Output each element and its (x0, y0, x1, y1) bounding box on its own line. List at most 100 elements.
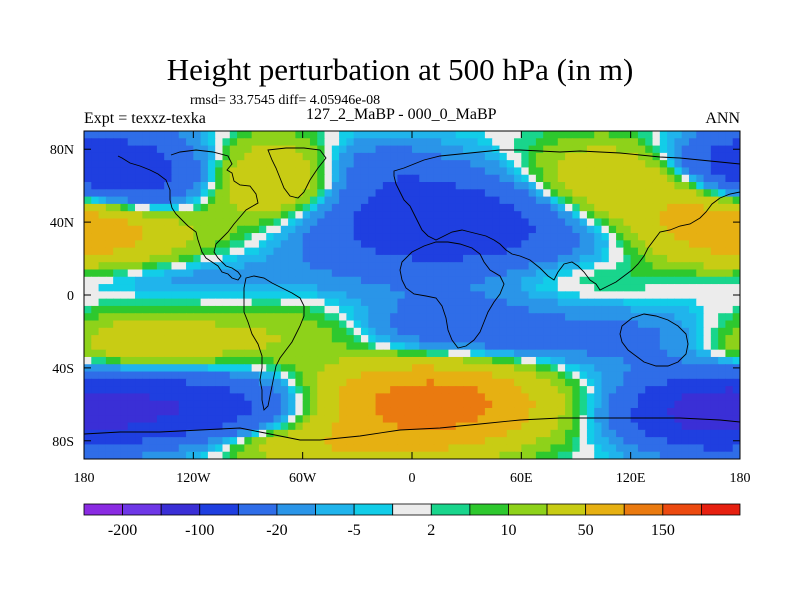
field-cell (251, 400, 260, 409)
field-cell (608, 320, 617, 329)
field-cell (732, 298, 740, 307)
field-cell (419, 262, 428, 271)
field-cell (193, 320, 202, 329)
field-cell (645, 182, 654, 190)
field-cell (280, 145, 289, 154)
field-cell (725, 160, 734, 169)
field-cell (441, 174, 450, 183)
field-cell (601, 247, 610, 256)
field-cell (674, 342, 683, 351)
field-cell (200, 182, 209, 190)
field-cell (149, 145, 158, 154)
field-cell (178, 138, 187, 147)
field-cell (674, 145, 683, 154)
field-cell (645, 305, 654, 314)
field-cell (251, 247, 260, 256)
field-cell (331, 371, 340, 380)
field-cell (222, 276, 231, 285)
field-cell (543, 269, 552, 278)
field-cell (91, 203, 100, 212)
field-cell (433, 320, 442, 329)
field-cell (84, 254, 92, 263)
field-cell (412, 422, 420, 431)
field-cell (710, 174, 719, 183)
field-cell (528, 138, 537, 147)
field-cell (521, 131, 530, 139)
field-cell (142, 342, 151, 351)
field-cell (237, 276, 245, 285)
field-cell (142, 407, 151, 416)
field-cell (404, 269, 413, 278)
field-cell (331, 422, 340, 431)
field-cell (237, 429, 245, 438)
field-cell (630, 152, 639, 161)
field-cell (412, 152, 420, 161)
field-cell (623, 371, 632, 380)
field-cell (105, 313, 114, 322)
field-cell (244, 393, 253, 402)
field-cell (674, 429, 683, 438)
field-cell (718, 444, 727, 453)
field-cell (412, 444, 420, 453)
field-cell (630, 451, 639, 459)
field-cell (404, 240, 413, 249)
field-cell (521, 269, 530, 278)
field-cell (346, 182, 355, 190)
field-cell (659, 131, 668, 139)
field-cell (572, 335, 581, 343)
field-cell (470, 167, 479, 176)
field-cell (412, 378, 420, 387)
field-cell (324, 393, 333, 402)
field-cell (273, 225, 282, 234)
field-cell (718, 225, 727, 234)
field-cell (331, 225, 340, 234)
field-cell (404, 189, 413, 198)
field-cell (594, 422, 603, 431)
field-cell (448, 305, 457, 314)
field-cell (412, 393, 420, 402)
field-cell (594, 218, 603, 227)
field-cell (215, 364, 224, 373)
field-cell (645, 284, 654, 292)
field-cell (229, 218, 238, 227)
field-cell (178, 415, 187, 424)
field-cell (186, 305, 194, 314)
field-cell (696, 393, 705, 402)
field-cell (309, 225, 318, 234)
field-cell (492, 189, 501, 198)
field-cell (207, 349, 216, 358)
field-cell (412, 131, 420, 139)
field-cell (725, 342, 734, 351)
field-cell (448, 393, 457, 402)
colorbar-label: -5 (347, 522, 360, 539)
field-cell (324, 335, 333, 343)
field-cell (368, 451, 377, 459)
field-cell (258, 262, 267, 271)
field-cell (732, 400, 740, 409)
field-cell (688, 429, 697, 438)
field-cell (616, 364, 624, 373)
field-cell (419, 174, 428, 183)
field-cell (710, 386, 719, 394)
field-cell (470, 386, 479, 394)
field-cell (229, 298, 238, 307)
field-cell (732, 305, 740, 314)
field-cell (105, 356, 114, 365)
field-cell (543, 167, 552, 176)
field-cell (353, 225, 362, 234)
field-cell (302, 342, 311, 351)
field-cell (186, 429, 194, 438)
field-cell (331, 400, 340, 409)
field-cell (397, 451, 406, 459)
field-cell (164, 269, 173, 278)
field-cell (586, 211, 595, 220)
field-cell (499, 371, 508, 380)
field-cell (266, 131, 275, 139)
field-cell (258, 211, 267, 220)
field-cell (630, 342, 639, 351)
field-cell (149, 335, 158, 343)
field-cell (601, 225, 610, 234)
field-cell (324, 262, 333, 271)
field-cell (360, 415, 369, 424)
field-cell (98, 356, 107, 365)
